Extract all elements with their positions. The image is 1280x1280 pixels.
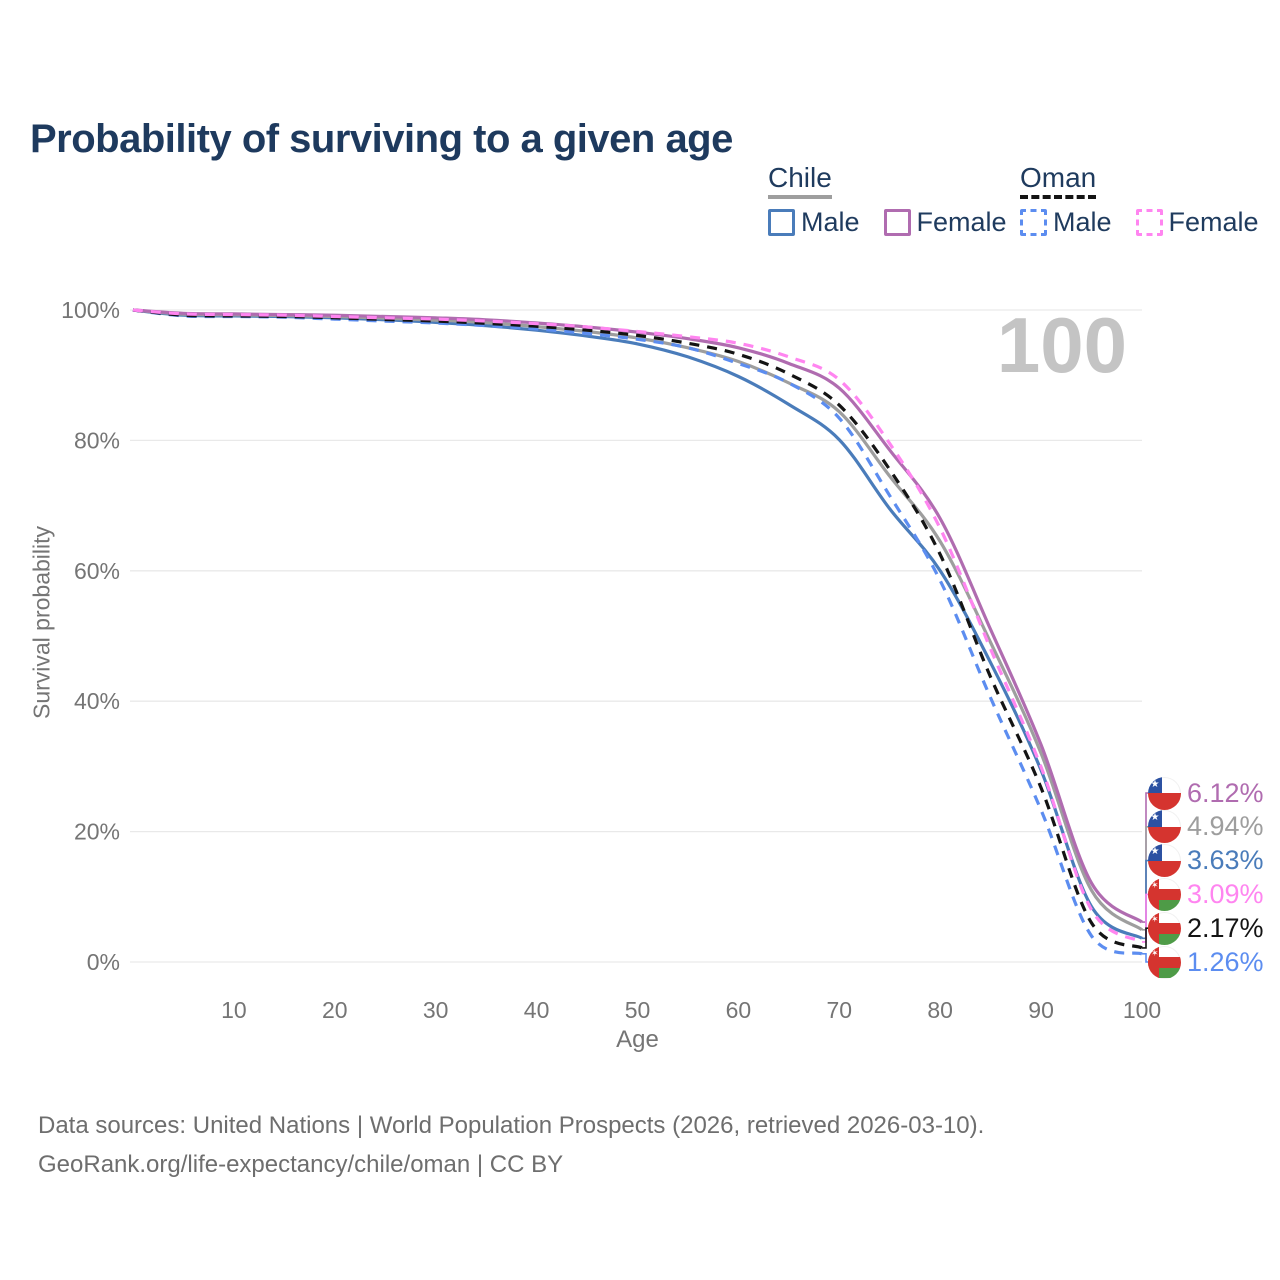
- y-tick-label: 80%: [74, 427, 120, 453]
- y-tick-label: 40%: [74, 688, 120, 714]
- series-line-oman-female[interactable]: [132, 308, 1143, 944]
- y-tick-label: 60%: [74, 558, 120, 584]
- x-tick-label: 40: [524, 997, 550, 1023]
- legend-item-label: Female: [916, 207, 1007, 237]
- x-tick-label: 30: [423, 997, 449, 1023]
- legend-item-label: Female: [1168, 207, 1259, 237]
- legend: Chile Male Female Oman Male: [0, 162, 1280, 246]
- legend-item-oman-female[interactable]: Female: [1135, 207, 1259, 238]
- y-tick-label: 100%: [61, 297, 120, 323]
- legend-group-chile: Chile Male Female: [768, 162, 1007, 238]
- chile-female-swatch-icon: [883, 209, 911, 236]
- legend-item-label: Male: [801, 207, 860, 237]
- legend-items-chile: Male Female: [768, 207, 1007, 238]
- age-counter-watermark: 100: [997, 301, 1127, 389]
- y-axis-title: Survival probability: [28, 525, 55, 720]
- legend-header-chile[interactable]: Chile: [768, 162, 832, 199]
- x-tick-label: 10: [221, 997, 247, 1023]
- oman-female-swatch-icon: [1135, 209, 1163, 236]
- legend-items-oman: Male Female: [1020, 207, 1259, 238]
- x-tick-label: 80: [927, 997, 953, 1023]
- chile-male-swatch-icon: [768, 209, 795, 236]
- series-line-chile-female[interactable]: [132, 308, 1143, 924]
- y-tick-label: 0%: [87, 949, 120, 975]
- legend-item-chile-male[interactable]: Male: [768, 207, 860, 238]
- legend-item-oman-male[interactable]: Male: [1020, 207, 1112, 238]
- legend-item-chile-female[interactable]: Female: [883, 207, 1007, 238]
- chart-title: Probability of surviving to a given age: [30, 116, 733, 161]
- footer-data-sources: Data sources: United Nations | World Pop…: [38, 1112, 985, 1139]
- series-line-chile-total[interactable]: [132, 308, 1143, 932]
- legend-group-oman: Oman Male Female: [1020, 162, 1259, 238]
- legend-header-oman[interactable]: Oman: [1020, 162, 1097, 199]
- x-tick-label: 70: [827, 997, 853, 1023]
- x-tick-label: 20: [322, 997, 348, 1023]
- x-tick-label: 60: [726, 997, 752, 1023]
- series-line-chile-male[interactable]: [132, 308, 1143, 940]
- footer-attribution: GeoRank.org/life-expectancy/chile/oman |…: [38, 1151, 564, 1178]
- legend-item-label: Male: [1053, 207, 1112, 237]
- x-tick-label: 90: [1028, 997, 1054, 1023]
- oman-male-swatch-icon: [1020, 209, 1047, 236]
- x-tick-label: 50: [625, 997, 651, 1023]
- x-tick-label: 100: [1123, 997, 1161, 1023]
- y-tick-label: 20%: [74, 819, 120, 845]
- end-label-connector: [1142, 953, 1151, 963]
- x-axis-title: Age: [616, 1026, 659, 1053]
- footer: Data sources: United Nations | World Pop…: [38, 1106, 984, 1184]
